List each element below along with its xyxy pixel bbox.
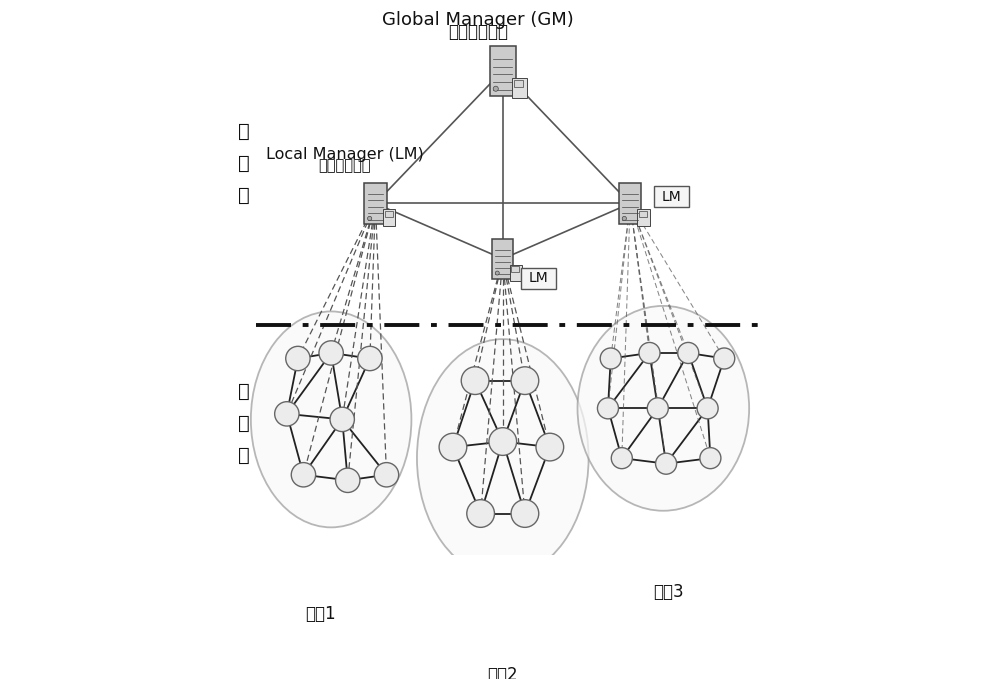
Circle shape xyxy=(714,348,735,369)
FancyBboxPatch shape xyxy=(512,78,527,98)
Circle shape xyxy=(336,468,360,492)
Circle shape xyxy=(656,453,677,474)
Text: 区块1: 区块1 xyxy=(305,605,335,623)
Text: 理: 理 xyxy=(238,154,250,173)
Circle shape xyxy=(697,398,718,419)
Circle shape xyxy=(358,346,382,371)
Circle shape xyxy=(611,447,632,469)
Circle shape xyxy=(275,402,299,426)
Text: 务: 务 xyxy=(238,414,250,433)
Circle shape xyxy=(291,462,316,487)
Circle shape xyxy=(461,367,489,394)
Text: 层: 层 xyxy=(238,446,250,465)
Circle shape xyxy=(319,341,343,365)
Circle shape xyxy=(330,407,354,432)
FancyBboxPatch shape xyxy=(490,45,516,96)
Circle shape xyxy=(700,447,721,469)
Circle shape xyxy=(286,346,310,371)
FancyBboxPatch shape xyxy=(654,186,689,207)
Text: LM: LM xyxy=(662,190,682,204)
Text: Global Manager (GM): Global Manager (GM) xyxy=(382,11,574,29)
FancyBboxPatch shape xyxy=(385,211,393,217)
Circle shape xyxy=(374,462,399,487)
FancyBboxPatch shape xyxy=(511,266,519,272)
Text: Local Manager (LM): Local Manager (LM) xyxy=(266,147,424,162)
Ellipse shape xyxy=(578,306,749,511)
Circle shape xyxy=(600,348,621,369)
Text: 服: 服 xyxy=(238,382,250,401)
Circle shape xyxy=(511,367,539,394)
Text: 层: 层 xyxy=(238,186,250,205)
FancyBboxPatch shape xyxy=(521,268,556,289)
Circle shape xyxy=(368,217,372,221)
Circle shape xyxy=(647,398,668,419)
Circle shape xyxy=(495,271,499,275)
Circle shape xyxy=(489,428,517,456)
Text: 全局管理实体: 全局管理实体 xyxy=(448,23,508,41)
Text: 区块2: 区块2 xyxy=(487,666,518,679)
Circle shape xyxy=(493,86,498,91)
Circle shape xyxy=(622,217,626,221)
Circle shape xyxy=(678,342,699,363)
FancyBboxPatch shape xyxy=(364,183,387,224)
FancyBboxPatch shape xyxy=(510,265,522,280)
Circle shape xyxy=(597,398,618,419)
Ellipse shape xyxy=(251,312,411,528)
FancyBboxPatch shape xyxy=(383,210,395,226)
FancyBboxPatch shape xyxy=(637,210,650,226)
Text: 管: 管 xyxy=(238,122,250,141)
Text: 区块3: 区块3 xyxy=(654,583,684,601)
FancyBboxPatch shape xyxy=(492,239,513,278)
Circle shape xyxy=(511,500,539,528)
Circle shape xyxy=(536,433,564,461)
Ellipse shape xyxy=(417,339,589,577)
Circle shape xyxy=(639,342,660,363)
Circle shape xyxy=(439,433,467,461)
Text: 区域管理实体: 区域管理实体 xyxy=(319,159,371,174)
FancyBboxPatch shape xyxy=(514,80,523,87)
Circle shape xyxy=(467,500,494,528)
FancyBboxPatch shape xyxy=(639,211,647,217)
FancyBboxPatch shape xyxy=(619,183,641,224)
Text: LM: LM xyxy=(529,271,549,285)
